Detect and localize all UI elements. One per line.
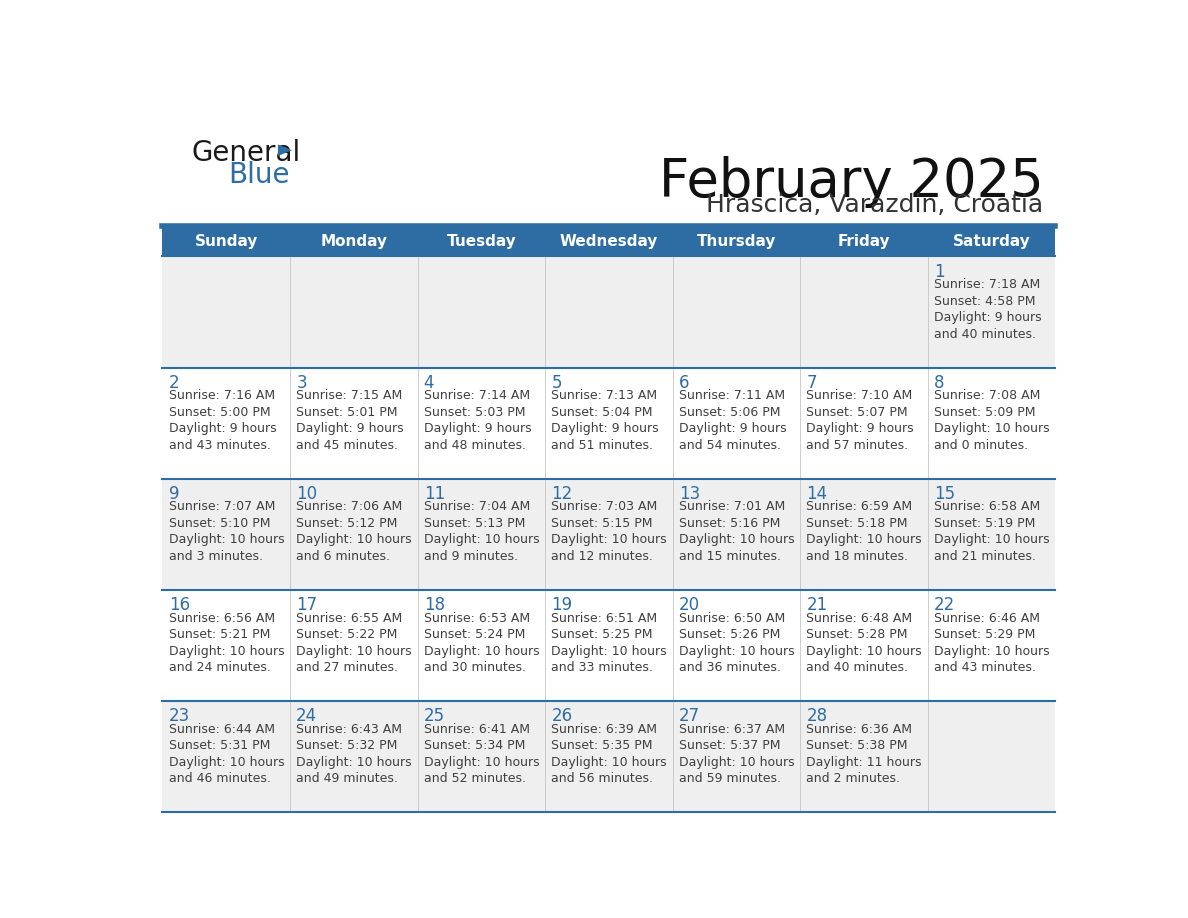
Text: Sunrise: 7:18 AM
Sunset: 4:58 PM
Daylight: 9 hours
and 40 minutes.: Sunrise: 7:18 AM Sunset: 4:58 PM Dayligh…	[934, 278, 1042, 341]
Text: Sunrise: 6:51 AM
Sunset: 5:25 PM
Daylight: 10 hours
and 33 minutes.: Sunrise: 6:51 AM Sunset: 5:25 PM Dayligh…	[551, 611, 666, 674]
Text: 24: 24	[296, 708, 317, 725]
Text: Sunrise: 6:58 AM
Sunset: 5:19 PM
Daylight: 10 hours
and 21 minutes.: Sunrise: 6:58 AM Sunset: 5:19 PM Dayligh…	[934, 500, 1049, 563]
Text: Sunrise: 6:46 AM
Sunset: 5:29 PM
Daylight: 10 hours
and 43 minutes.: Sunrise: 6:46 AM Sunset: 5:29 PM Dayligh…	[934, 611, 1049, 674]
Text: Sunrise: 7:14 AM
Sunset: 5:03 PM
Daylight: 9 hours
and 48 minutes.: Sunrise: 7:14 AM Sunset: 5:03 PM Dayligh…	[424, 389, 531, 452]
Text: Sunrise: 7:16 AM
Sunset: 5:00 PM
Daylight: 9 hours
and 43 minutes.: Sunrise: 7:16 AM Sunset: 5:00 PM Dayligh…	[169, 389, 277, 452]
Text: 3: 3	[296, 374, 307, 392]
Text: 25: 25	[424, 708, 444, 725]
Text: Hrascica, Varazdin, Croatia: Hrascica, Varazdin, Croatia	[707, 194, 1043, 218]
Text: 8: 8	[934, 374, 944, 392]
Text: Sunrise: 7:13 AM
Sunset: 5:04 PM
Daylight: 9 hours
and 51 minutes.: Sunrise: 7:13 AM Sunset: 5:04 PM Dayligh…	[551, 389, 659, 452]
Text: 12: 12	[551, 485, 573, 503]
Text: 19: 19	[551, 596, 573, 614]
Text: 7: 7	[807, 374, 817, 392]
Text: 10: 10	[296, 485, 317, 503]
Text: Sunrise: 6:48 AM
Sunset: 5:28 PM
Daylight: 10 hours
and 40 minutes.: Sunrise: 6:48 AM Sunset: 5:28 PM Dayligh…	[807, 611, 922, 674]
Text: Sunrise: 6:41 AM
Sunset: 5:34 PM
Daylight: 10 hours
and 52 minutes.: Sunrise: 6:41 AM Sunset: 5:34 PM Dayligh…	[424, 722, 539, 785]
Text: 11: 11	[424, 485, 446, 503]
Text: February 2025: February 2025	[659, 156, 1043, 208]
Text: Monday: Monday	[321, 233, 387, 249]
Bar	[163, 367, 1055, 479]
Text: 16: 16	[169, 596, 190, 614]
Text: 20: 20	[678, 596, 700, 614]
Text: Sunrise: 7:06 AM
Sunset: 5:12 PM
Daylight: 10 hours
and 6 minutes.: Sunrise: 7:06 AM Sunset: 5:12 PM Dayligh…	[296, 500, 412, 563]
Text: 14: 14	[807, 485, 828, 503]
Text: 27: 27	[678, 708, 700, 725]
Text: Sunrise: 7:08 AM
Sunset: 5:09 PM
Daylight: 10 hours
and 0 minutes.: Sunrise: 7:08 AM Sunset: 5:09 PM Dayligh…	[934, 389, 1049, 452]
Text: Sunday: Sunday	[195, 233, 258, 249]
Text: Sunrise: 6:59 AM
Sunset: 5:18 PM
Daylight: 10 hours
and 18 minutes.: Sunrise: 6:59 AM Sunset: 5:18 PM Dayligh…	[807, 500, 922, 563]
Text: 22: 22	[934, 596, 955, 614]
Text: 21: 21	[807, 596, 828, 614]
Text: 28: 28	[807, 708, 828, 725]
Text: 15: 15	[934, 485, 955, 503]
Text: Sunrise: 6:53 AM
Sunset: 5:24 PM
Daylight: 10 hours
and 30 minutes.: Sunrise: 6:53 AM Sunset: 5:24 PM Dayligh…	[424, 611, 539, 674]
Text: Tuesday: Tuesday	[447, 233, 516, 249]
Text: Sunrise: 7:11 AM
Sunset: 5:06 PM
Daylight: 9 hours
and 54 minutes.: Sunrise: 7:11 AM Sunset: 5:06 PM Dayligh…	[678, 389, 786, 452]
Text: Thursday: Thursday	[696, 233, 776, 249]
Text: 1: 1	[934, 263, 944, 281]
Text: 2: 2	[169, 374, 179, 392]
Text: 18: 18	[424, 596, 444, 614]
Text: Sunrise: 7:03 AM
Sunset: 5:15 PM
Daylight: 10 hours
and 12 minutes.: Sunrise: 7:03 AM Sunset: 5:15 PM Dayligh…	[551, 500, 666, 563]
Text: Sunrise: 7:15 AM
Sunset: 5:01 PM
Daylight: 9 hours
and 45 minutes.: Sunrise: 7:15 AM Sunset: 5:01 PM Dayligh…	[296, 389, 404, 452]
Text: Sunrise: 7:10 AM
Sunset: 5:07 PM
Daylight: 9 hours
and 57 minutes.: Sunrise: 7:10 AM Sunset: 5:07 PM Dayligh…	[807, 389, 914, 452]
Text: 23: 23	[169, 708, 190, 725]
Text: 17: 17	[296, 596, 317, 614]
Polygon shape	[278, 144, 292, 156]
Text: 13: 13	[678, 485, 700, 503]
Text: Sunrise: 6:39 AM
Sunset: 5:35 PM
Daylight: 10 hours
and 56 minutes.: Sunrise: 6:39 AM Sunset: 5:35 PM Dayligh…	[551, 722, 666, 785]
Text: Sunrise: 6:55 AM
Sunset: 5:22 PM
Daylight: 10 hours
and 27 minutes.: Sunrise: 6:55 AM Sunset: 5:22 PM Dayligh…	[296, 611, 412, 674]
Text: 5: 5	[551, 374, 562, 392]
Bar	[163, 590, 1055, 701]
Text: Sunrise: 7:01 AM
Sunset: 5:16 PM
Daylight: 10 hours
and 15 minutes.: Sunrise: 7:01 AM Sunset: 5:16 PM Dayligh…	[678, 500, 795, 563]
Text: Sunrise: 7:04 AM
Sunset: 5:13 PM
Daylight: 10 hours
and 9 minutes.: Sunrise: 7:04 AM Sunset: 5:13 PM Dayligh…	[424, 500, 539, 563]
Text: Sunrise: 6:43 AM
Sunset: 5:32 PM
Daylight: 10 hours
and 49 minutes.: Sunrise: 6:43 AM Sunset: 5:32 PM Dayligh…	[296, 722, 412, 785]
Bar	[163, 701, 1055, 812]
Text: Sunrise: 7:07 AM
Sunset: 5:10 PM
Daylight: 10 hours
and 3 minutes.: Sunrise: 7:07 AM Sunset: 5:10 PM Dayligh…	[169, 500, 284, 563]
Text: Sunrise: 6:36 AM
Sunset: 5:38 PM
Daylight: 11 hours
and 2 minutes.: Sunrise: 6:36 AM Sunset: 5:38 PM Dayligh…	[807, 722, 922, 785]
Text: General: General	[191, 140, 301, 167]
Text: 9: 9	[169, 485, 179, 503]
Bar	[163, 479, 1055, 590]
Text: 4: 4	[424, 374, 435, 392]
Text: Sunrise: 6:44 AM
Sunset: 5:31 PM
Daylight: 10 hours
and 46 minutes.: Sunrise: 6:44 AM Sunset: 5:31 PM Dayligh…	[169, 722, 284, 785]
Bar	[163, 256, 1055, 367]
Text: Sunrise: 6:50 AM
Sunset: 5:26 PM
Daylight: 10 hours
and 36 minutes.: Sunrise: 6:50 AM Sunset: 5:26 PM Dayligh…	[678, 611, 795, 674]
Text: 26: 26	[551, 708, 573, 725]
Bar	[163, 226, 1055, 256]
Text: Saturday: Saturday	[953, 233, 1030, 249]
Text: Friday: Friday	[838, 233, 890, 249]
Text: Wednesday: Wednesday	[560, 233, 658, 249]
Text: Sunrise: 6:56 AM
Sunset: 5:21 PM
Daylight: 10 hours
and 24 minutes.: Sunrise: 6:56 AM Sunset: 5:21 PM Dayligh…	[169, 611, 284, 674]
Text: Sunrise: 6:37 AM
Sunset: 5:37 PM
Daylight: 10 hours
and 59 minutes.: Sunrise: 6:37 AM Sunset: 5:37 PM Dayligh…	[678, 722, 795, 785]
Text: Blue: Blue	[228, 161, 290, 189]
Text: 6: 6	[678, 374, 689, 392]
